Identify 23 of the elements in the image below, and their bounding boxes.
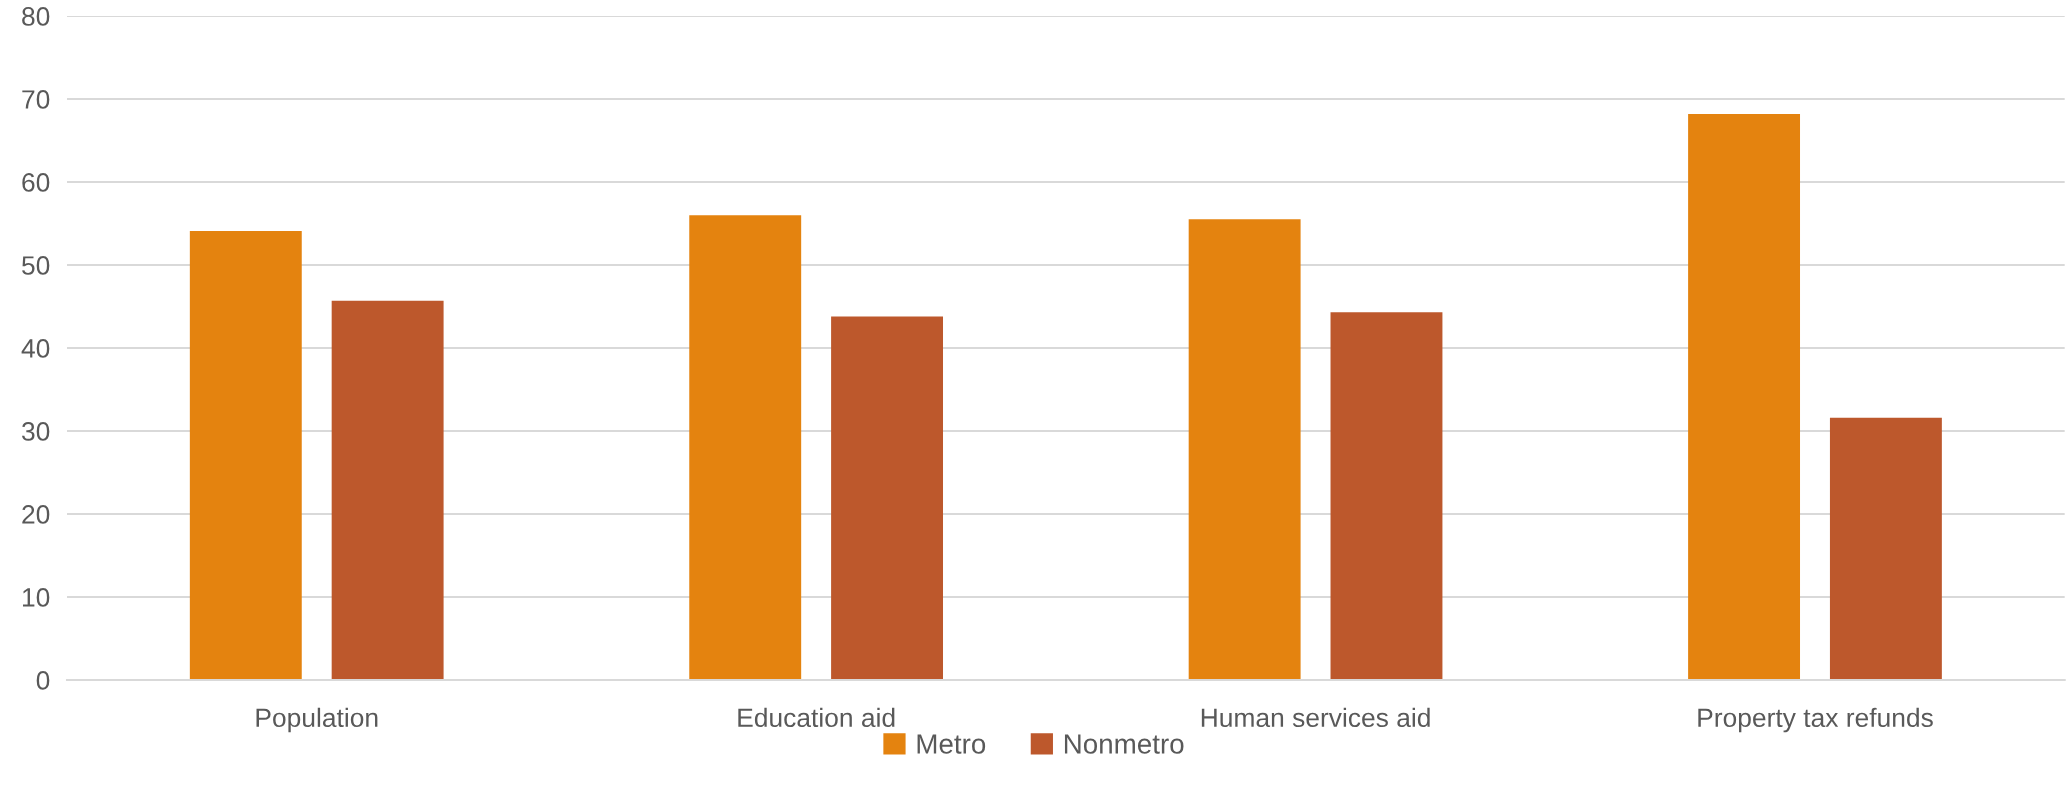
bar [1330, 312, 1443, 680]
y-tick-label: 70 [22, 90, 50, 109]
bar [189, 230, 302, 680]
x-tick-label: Population [256, 707, 378, 733]
bar [831, 316, 944, 680]
x-tick-label: Property tax refunds [1698, 707, 1933, 733]
y-tick-label: 40 [21, 339, 50, 358]
y-tick-label: 60 [22, 173, 50, 192]
y-tick-label: 20 [22, 505, 50, 524]
bar [1688, 113, 1801, 680]
x-tick-label: Human services aid [1201, 707, 1430, 728]
bar [1188, 219, 1301, 680]
x-tick-label: Education aid [738, 707, 895, 728]
bar [1829, 417, 1942, 680]
y-tick-label: 30 [21, 422, 50, 441]
y-tick-label: 80 [22, 7, 50, 26]
bar [689, 215, 802, 680]
legend-label: Metro [917, 734, 986, 754]
y-tick-label: 0 [36, 671, 50, 690]
legend-label: Nonmetro [1064, 734, 1184, 754]
bar [331, 300, 444, 680]
y-tick-label: 50 [22, 256, 50, 275]
y-tick-label: 10 [23, 588, 50, 607]
